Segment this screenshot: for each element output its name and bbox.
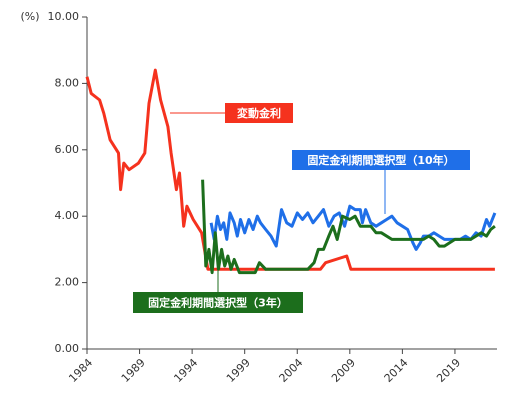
annotation-box <box>133 292 303 313</box>
y-tick-label: 8.00 <box>55 76 80 89</box>
y-tick-label: 4.00 <box>55 209 80 222</box>
x-tick-label: 1994 <box>171 356 200 385</box>
series-line <box>209 204 497 251</box>
y-tick-label: 0.00 <box>55 342 80 355</box>
x-tick-label: 1999 <box>224 356 253 385</box>
annotation: 変動金利 <box>237 106 281 120</box>
series-line <box>201 179 496 275</box>
x-tick-label: 2009 <box>329 356 358 385</box>
x-tick-label: 2014 <box>382 356 411 385</box>
y-unit: (%) <box>20 10 39 23</box>
x-tick-label: 1989 <box>119 356 148 385</box>
y-tick-label: 10.00 <box>48 10 80 23</box>
x-tick-label: 2004 <box>277 356 306 385</box>
annotation: 固定金利期間選択型（3年） <box>148 296 288 310</box>
y-tick-label: 2.00 <box>55 276 80 289</box>
y-tick-label: 6.00 <box>55 143 80 156</box>
x-tick-label: 1984 <box>66 356 95 385</box>
annotation-box <box>292 150 470 170</box>
x-tick-label: 2019 <box>434 356 463 385</box>
annotation: 固定金利期間選択型（10年） <box>307 153 454 167</box>
annotation-box <box>225 103 293 123</box>
